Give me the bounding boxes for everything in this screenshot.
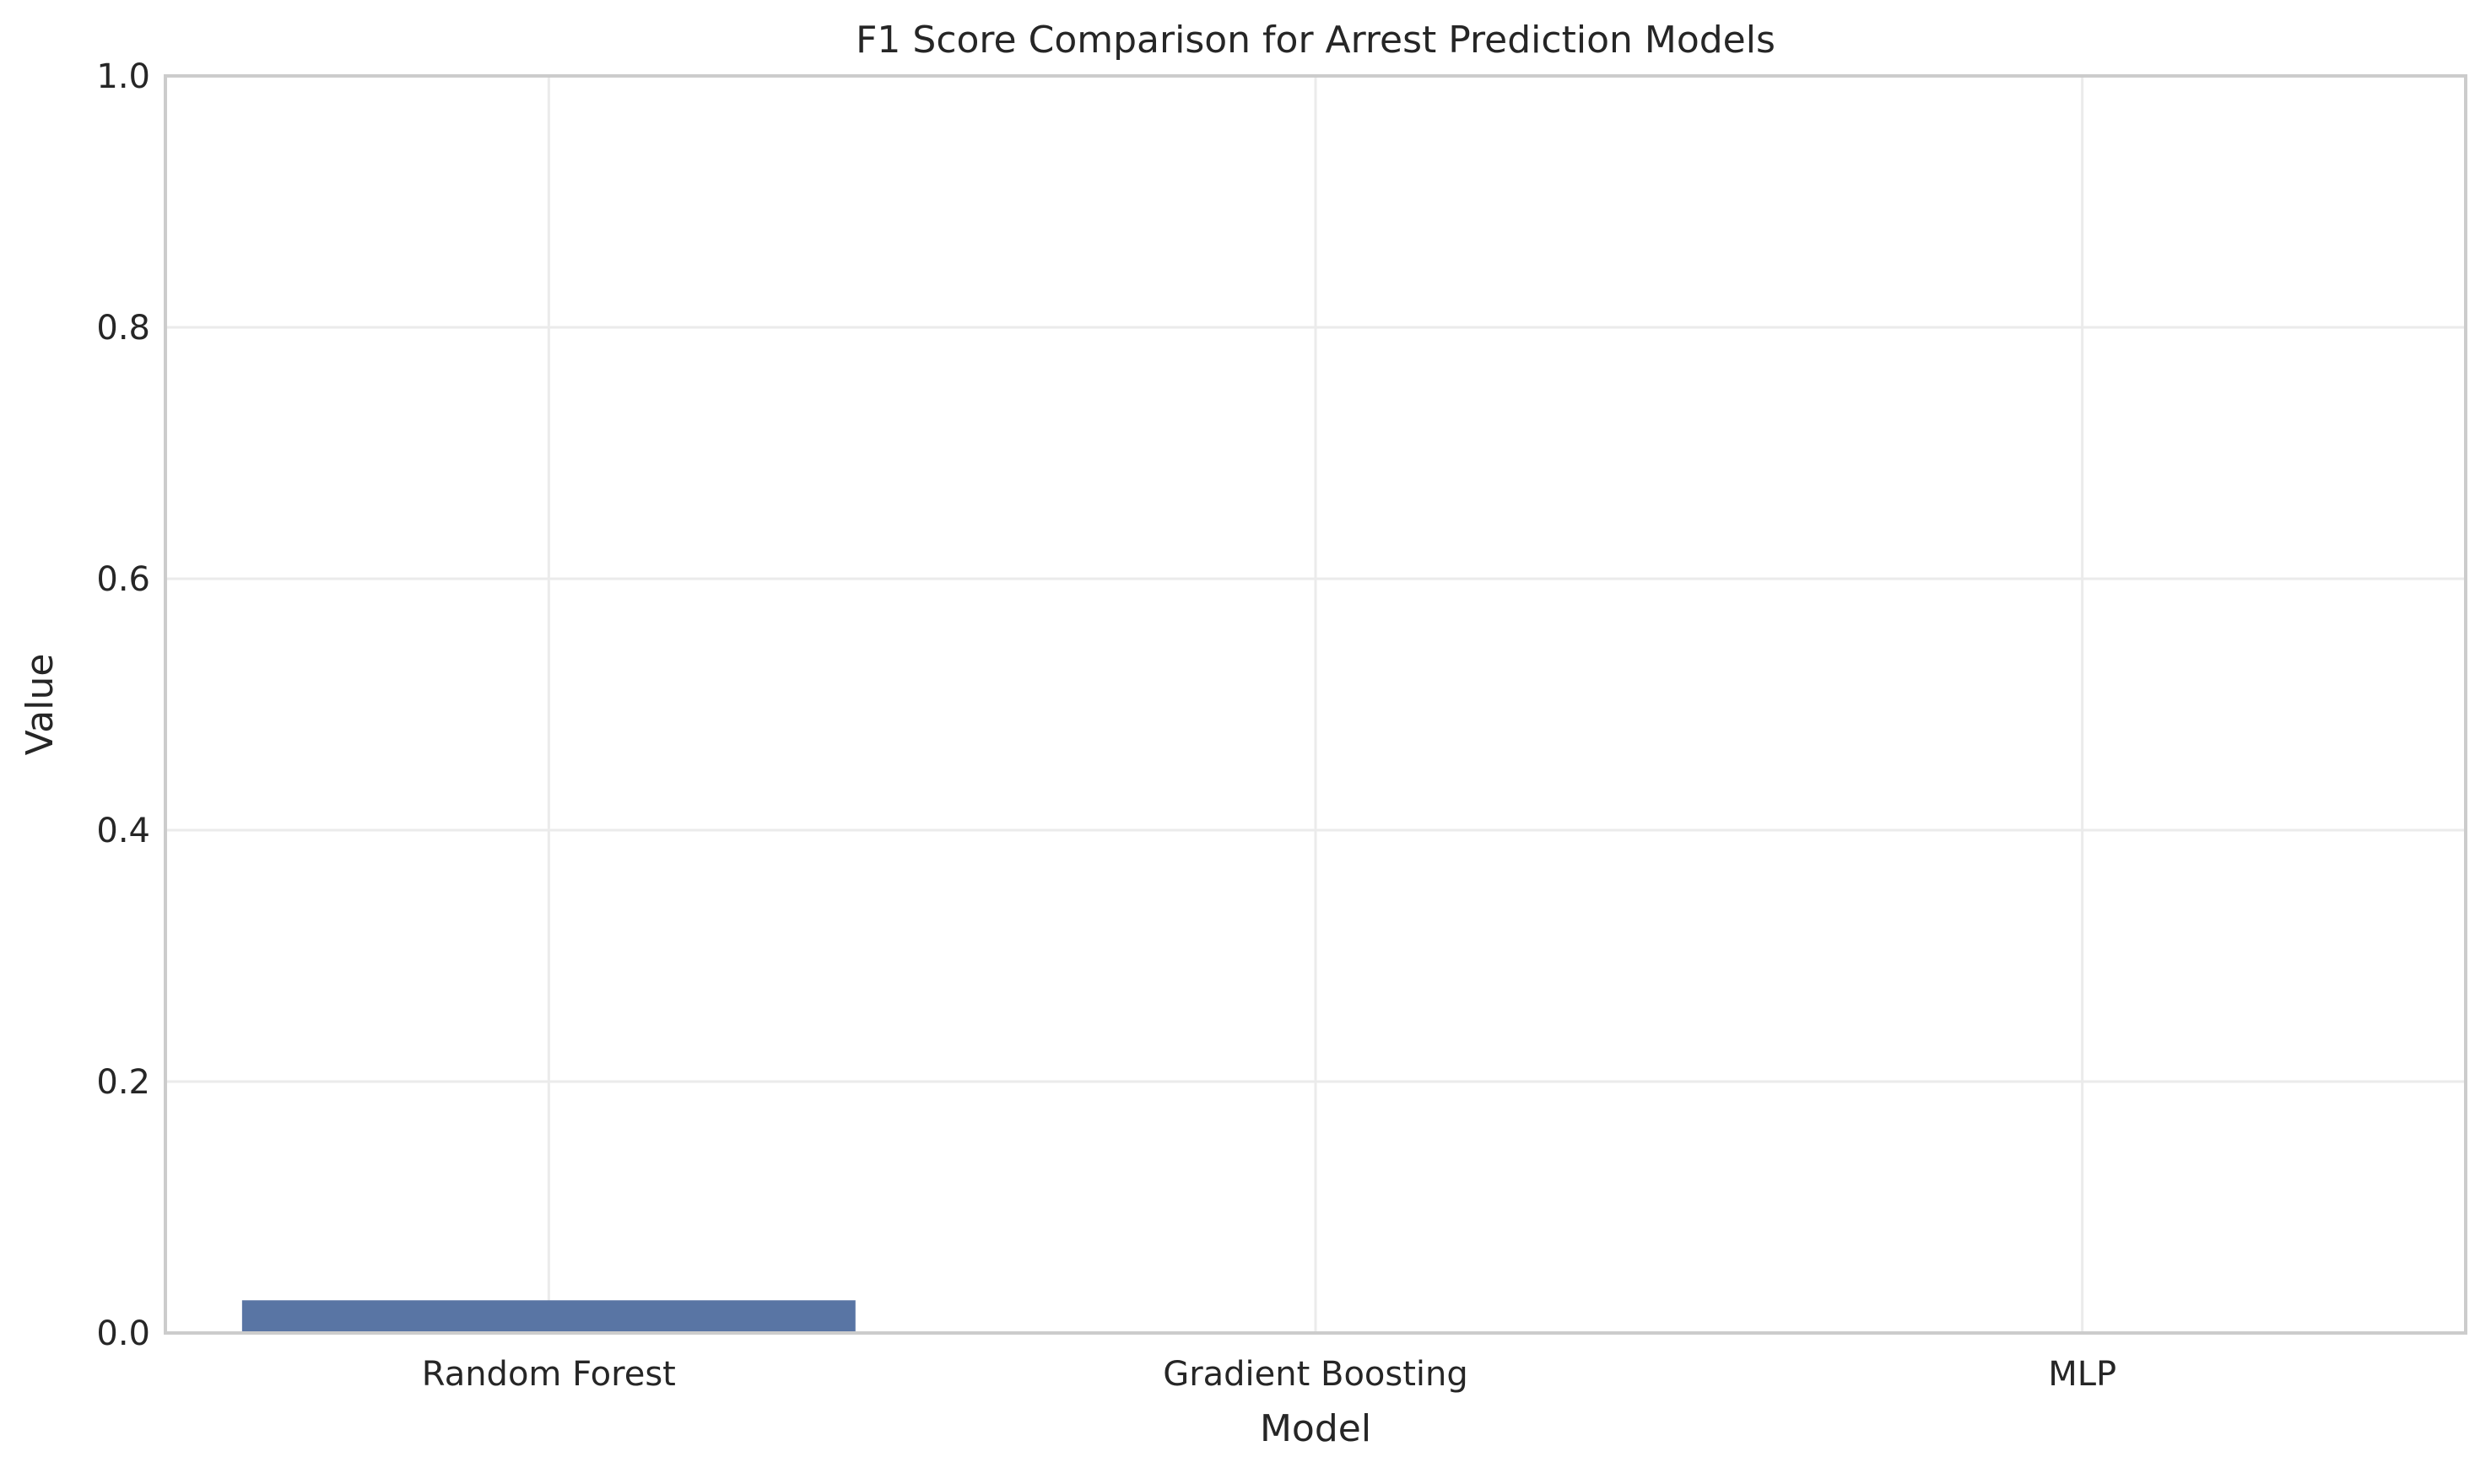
x-tick-label: MLP	[2048, 1355, 2116, 1394]
plot-frame	[164, 74, 2467, 1335]
y-tick-label: 0.6	[96, 560, 150, 599]
chart-title: F1 Score Comparison for Arrest Predictio…	[856, 19, 1775, 62]
y-tick-label: 0.8	[96, 309, 150, 348]
bar-layer	[241, 1300, 856, 1333]
y-axis-label: Value	[19, 654, 62, 756]
x-tick-label: Random Forest	[422, 1355, 676, 1394]
y-tick-label: 0.2	[96, 1063, 150, 1102]
grid-layer	[165, 74, 2466, 1335]
y-tick-label: 0.0	[96, 1314, 150, 1353]
tick-layer: 0.0 0.2 0.4 0.6 0.8 1.0 Random Forest Gradient …	[96, 57, 2116, 1394]
y-tick-label: 1.0	[96, 57, 150, 96]
x-axis-label: Model	[1260, 1407, 1371, 1450]
bar-random-forest	[241, 1300, 856, 1333]
y-tick-label: 0.4	[96, 812, 150, 850]
x-tick-label: Gradient Boosting	[1163, 1355, 1468, 1394]
